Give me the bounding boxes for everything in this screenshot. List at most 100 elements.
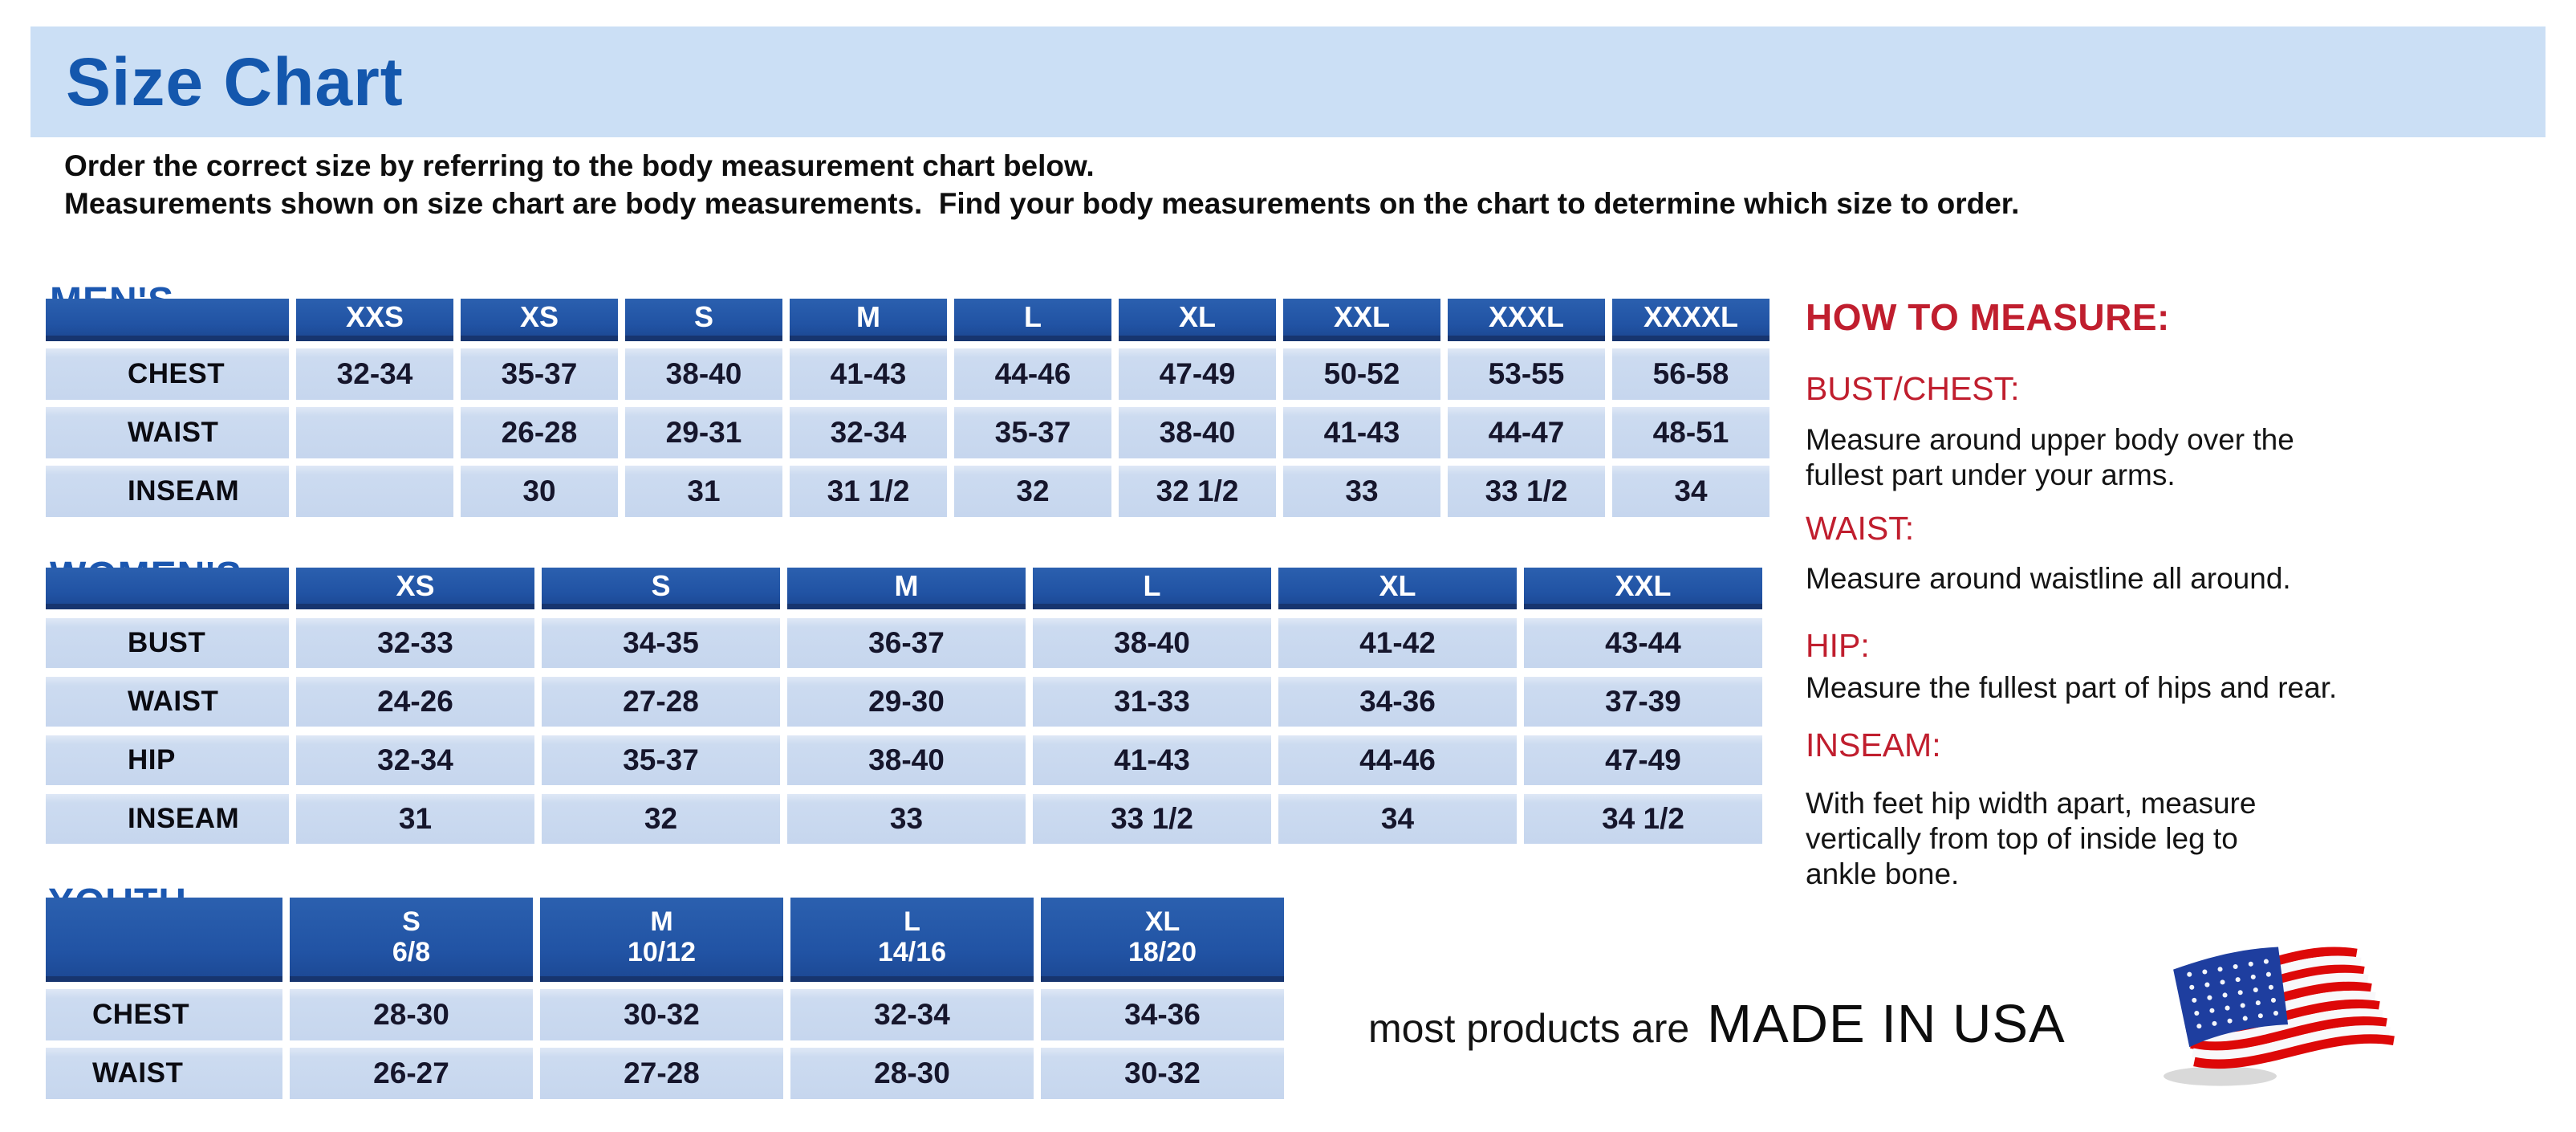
womens-row-label-waist: WAIST (46, 677, 289, 727)
youth-header-s: S 6/8 (290, 898, 533, 982)
table-cell: 43-44 (1524, 618, 1762, 668)
womens-header-s: S (542, 568, 780, 609)
mens-table: XXS XS S M L XL XXL XXXL XXXXL CHEST 32-… (46, 299, 1769, 517)
table-cell: 30-32 (540, 989, 783, 1040)
youth-size-range: 6/8 (392, 937, 431, 967)
womens-header-xl: XL (1278, 568, 1517, 609)
mens-header-xl: XL (1119, 299, 1276, 341)
mens-row-label-inseam: INSEAM (46, 466, 289, 517)
table-cell (296, 407, 453, 458)
youth-size-label: S (402, 906, 421, 937)
table-cell: 47-49 (1119, 348, 1276, 400)
table-cell: 35-37 (542, 735, 780, 785)
table-cell: 31-33 (1033, 677, 1271, 727)
table-cell: 41-43 (790, 348, 947, 400)
womens-row-label-inseam: INSEAM (46, 794, 289, 844)
table-cell: 33 (787, 794, 1026, 844)
youth-header-l: L 14/16 (790, 898, 1034, 982)
table-cell: 33 (1283, 466, 1440, 517)
youth-size-range: 18/20 (1128, 937, 1197, 967)
table-cell: 33 1/2 (1448, 466, 1605, 517)
intro-text: Order the correct size by referring to t… (64, 147, 2019, 222)
table-cell: 34-36 (1278, 677, 1517, 727)
table-cell: 35-37 (461, 348, 618, 400)
bust-chest-label: BUST/CHEST: (1806, 370, 2020, 407)
inseam-text: With feet hip width apart, measure verti… (1806, 787, 2257, 890)
page-title: Size Chart (66, 43, 404, 120)
table-cell: 26-28 (461, 407, 618, 458)
table-cell: 36-37 (787, 618, 1026, 668)
table-cell: 38-40 (787, 735, 1026, 785)
table-cell: 50-52 (1283, 348, 1440, 400)
youth-header-m: M 10/12 (540, 898, 783, 982)
table-cell: 27-28 (540, 1048, 783, 1099)
table-cell: 34-35 (542, 618, 780, 668)
womens-table: XS S M L XL XXL BUST 32-33 34-35 36-37 3… (46, 568, 1762, 844)
hip-text: Measure the fullest part of hips and rea… (1806, 671, 2338, 704)
made-in-usa-emphasis: MADE IN USA (1707, 994, 2066, 1054)
womens-header-l: L (1033, 568, 1271, 609)
womens-row-label-hip: HIP (46, 735, 289, 785)
table-cell: 35-37 (954, 407, 1111, 458)
intro-line-2: Measurements shown on size chart are bod… (64, 187, 2020, 220)
table-cell: 28-30 (790, 1048, 1034, 1099)
table-cell: 29-31 (625, 407, 782, 458)
table-cell: 38-40 (1119, 407, 1276, 458)
youth-size-range: 10/12 (627, 937, 697, 967)
table-cell: 30-32 (1041, 1048, 1284, 1099)
table-cell: 34 (1612, 466, 1769, 517)
mens-header-m: M (790, 299, 947, 341)
table-cell: 34 1/2 (1524, 794, 1762, 844)
table-cell: 32 (542, 794, 780, 844)
title-banner: Size Chart (30, 26, 2546, 137)
waist-text: Measure around waistline all around. (1806, 562, 2291, 595)
table-cell: 41-42 (1278, 618, 1517, 668)
table-cell: 33 1/2 (1033, 794, 1271, 844)
mens-header-xs: XS (461, 299, 618, 341)
how-to-measure-panel: HOW TO MEASURE: BUST/CHEST: Measure arou… (1806, 295, 2576, 922)
table-cell (296, 466, 453, 517)
youth-header-xl: XL 18/20 (1041, 898, 1284, 982)
table-cell: 47-49 (1524, 735, 1762, 785)
table-cell: 32-34 (296, 348, 453, 400)
waist-label: WAIST: (1806, 510, 1915, 547)
table-cell: 28-30 (290, 989, 533, 1040)
womens-row-label-bust: BUST (46, 618, 289, 668)
youth-size-range: 14/16 (877, 937, 947, 967)
mens-header-l: L (954, 299, 1111, 341)
mens-row-label-chest: CHEST (46, 348, 289, 400)
table-cell: 31 (296, 794, 534, 844)
table-cell: 34-36 (1041, 989, 1284, 1040)
youth-table: S 6/8 M 10/12 L 14/16 XL 18/20 CHEST 28-… (46, 898, 1284, 1099)
table-cell: 31 (625, 466, 782, 517)
youth-row-label-chest: CHEST (46, 989, 282, 1040)
table-cell: 38-40 (625, 348, 782, 400)
made-in-usa-prefix: most products are (1368, 1006, 1690, 1051)
youth-size-label: XL (1144, 906, 1180, 937)
womens-header-xxl: XXL (1524, 568, 1762, 609)
table-cell: 32 1/2 (1119, 466, 1276, 517)
table-cell: 29-30 (787, 677, 1026, 727)
womens-header-corner (46, 568, 289, 609)
mens-header-xxxl: XXXL (1448, 299, 1605, 341)
womens-header-xs: XS (296, 568, 534, 609)
mens-header-xxxxl: XXXXL (1612, 299, 1769, 341)
youth-row-label-waist: WAIST (46, 1048, 282, 1099)
table-cell: 38-40 (1033, 618, 1271, 668)
mens-header-xxs: XXS (296, 299, 453, 341)
table-cell: 31 1/2 (790, 466, 947, 517)
youth-size-label: M (650, 906, 673, 937)
intro-line-1: Order the correct size by referring to t… (64, 149, 1095, 182)
us-flag-icon (2164, 947, 2395, 1086)
table-cell: 41-43 (1283, 407, 1440, 458)
table-cell: 41-43 (1033, 735, 1271, 785)
table-cell: 48-51 (1612, 407, 1769, 458)
table-cell: 24-26 (296, 677, 534, 727)
table-cell: 26-27 (290, 1048, 533, 1099)
youth-size-label: L (904, 906, 920, 937)
table-cell: 32-34 (296, 735, 534, 785)
table-cell: 53-55 (1448, 348, 1605, 400)
table-cell: 30 (461, 466, 618, 517)
table-cell: 32 (954, 466, 1111, 517)
